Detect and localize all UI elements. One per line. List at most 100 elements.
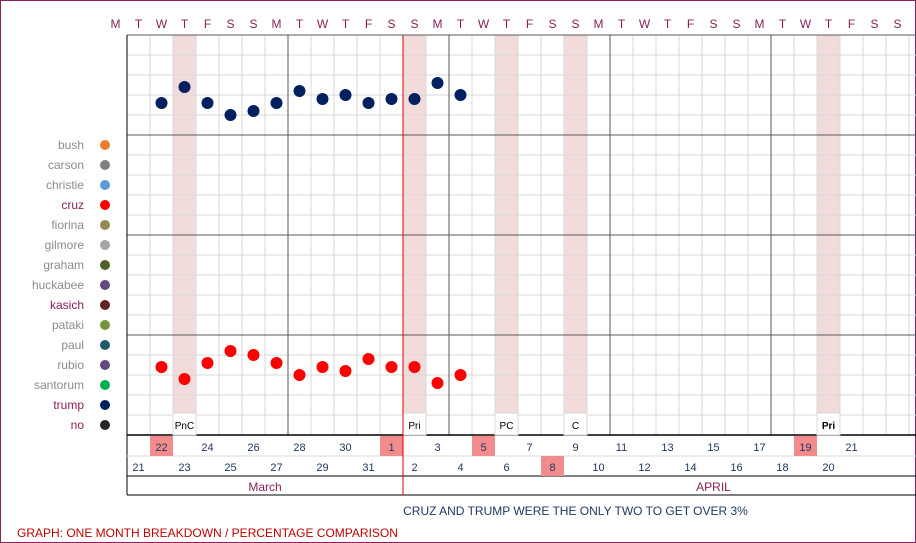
point-trump: [224, 109, 237, 121]
point-trump: [293, 85, 306, 97]
day-number: 9: [572, 442, 578, 454]
weekday-letter: T: [181, 17, 189, 31]
event-label: Pri: [822, 421, 836, 432]
legend-label: cruz: [61, 198, 84, 212]
day-number: 1: [388, 442, 394, 454]
day-number: 17: [753, 442, 765, 454]
legend-marker-fiorina: [100, 220, 110, 230]
weekday-letter: M: [755, 17, 765, 31]
weekday-letter: S: [410, 17, 418, 31]
event-label: Pri: [408, 421, 420, 432]
legend-label: christie: [46, 178, 84, 192]
day-number: 22: [155, 442, 167, 454]
point-trump: [316, 93, 329, 105]
legend-label: huckabee: [32, 278, 84, 292]
weekday-letter: S: [249, 17, 257, 31]
point-cruz: [224, 345, 237, 357]
legend-label: pataki: [52, 318, 84, 332]
day-number: 12: [638, 462, 650, 474]
legend-label: gilmore: [45, 238, 85, 252]
point-cruz: [385, 361, 398, 373]
day-number: 16: [730, 462, 742, 474]
event-label: C: [572, 421, 579, 432]
point-cruz: [293, 369, 306, 381]
legend-label: rubio: [57, 358, 84, 372]
day-number: 27: [270, 462, 282, 474]
weekday-letter: T: [779, 17, 787, 31]
day-number: 10: [592, 462, 604, 474]
point-trump: [178, 81, 191, 93]
day-number: 29: [316, 462, 328, 474]
weekday-letter: M: [272, 17, 282, 31]
weekday-letter: S: [732, 17, 740, 31]
point-trump: [247, 105, 260, 117]
weekday-letter: W: [639, 17, 651, 31]
weekday-letter: T: [503, 17, 511, 31]
day-number: 30: [339, 442, 351, 454]
point-trump: [408, 93, 421, 105]
legend-marker-pataki: [100, 320, 110, 330]
day-number: 24: [201, 442, 213, 454]
weekday-letter: M: [111, 17, 121, 31]
point-cruz: [454, 369, 467, 381]
weekday-letter: S: [226, 17, 234, 31]
legend-marker-kasich: [100, 300, 110, 310]
legend-marker-christie: [100, 180, 110, 190]
legend-marker-huckabee: [100, 280, 110, 290]
point-cruz: [339, 365, 352, 377]
point-trump: [454, 89, 467, 101]
day-number: 20: [822, 462, 834, 474]
weekday-letter: T: [457, 17, 465, 31]
legend-marker-trump: [100, 400, 110, 410]
day-number: 19: [799, 442, 811, 454]
event-day-cell: [150, 436, 173, 456]
event-label-box: [816, 412, 841, 436]
day-number: 11: [616, 442, 627, 454]
legend-marker-carson: [100, 160, 110, 170]
weekday-letter: F: [204, 17, 211, 31]
day-number: 26: [247, 442, 259, 454]
weekday-letter: T: [618, 17, 626, 31]
weekday-letter: S: [893, 17, 901, 31]
weekday-letter: W: [156, 17, 168, 31]
day-number: 21: [845, 442, 857, 454]
legend-label: fiorina: [51, 218, 84, 232]
day-number: 5: [480, 442, 486, 454]
chart-caption: CRUZ AND TRUMP WERE THE ONLY TWO TO GET …: [403, 504, 748, 518]
legend-label: graham: [43, 258, 84, 272]
weekday-letter: T: [825, 17, 833, 31]
event-day-cell: [472, 436, 495, 456]
weekday-letter: S: [571, 17, 579, 31]
day-number: 25: [224, 462, 236, 474]
point-trump: [201, 97, 214, 109]
day-number: 2: [411, 462, 417, 474]
point-trump: [385, 93, 398, 105]
point-cruz: [155, 361, 168, 373]
legend-label: kasich: [50, 298, 84, 312]
point-cruz: [178, 373, 191, 385]
weekday-letter: M: [433, 17, 443, 31]
day-number: 21: [132, 462, 144, 474]
point-trump: [270, 97, 283, 109]
day-number: 15: [707, 442, 719, 454]
legend-marker-paul: [100, 340, 110, 350]
weekday-letter: S: [709, 17, 717, 31]
legend-marker-bush: [100, 140, 110, 150]
event-day-cell: [541, 456, 564, 476]
weekday-letter: S: [548, 17, 556, 31]
point-cruz: [431, 377, 444, 389]
day-number: 31: [362, 462, 374, 474]
day-number: 7: [526, 442, 532, 454]
legend-marker-graham: [100, 260, 110, 270]
legend-label: carson: [48, 158, 84, 172]
weekday-letter: F: [526, 17, 533, 31]
point-cruz: [201, 357, 214, 369]
event-day-cell: [380, 436, 403, 456]
point-cruz: [362, 353, 375, 365]
legend-marker-gilmore: [100, 240, 110, 250]
event-label-box: [494, 412, 519, 436]
day-number: 14: [684, 462, 696, 474]
weekday-letter: W: [317, 17, 329, 31]
weekday-letter: F: [848, 17, 855, 31]
